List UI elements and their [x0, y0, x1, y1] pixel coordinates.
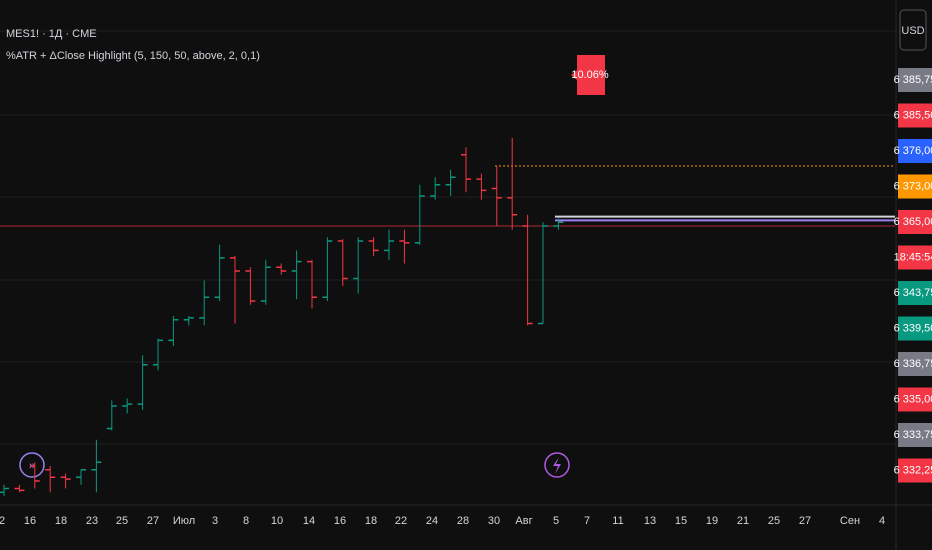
time-label: 28 [457, 515, 469, 527]
price-label-bg [898, 458, 932, 483]
price-label: 6 385,75 [894, 74, 932, 86]
time-label: Авг [515, 515, 532, 527]
time-label: Июл [173, 515, 195, 527]
time-label: 18 [365, 515, 377, 527]
currency-button[interactable] [899, 9, 927, 51]
time-label: 18 [55, 515, 67, 527]
time-label: 22 [395, 515, 407, 527]
price-label-bg [898, 245, 932, 270]
price-label: 6 339,50 [894, 322, 932, 334]
price-label-bg [898, 174, 932, 199]
time-label: 5 [553, 515, 559, 527]
time-label: 19 [706, 515, 718, 527]
time-label: 8 [243, 515, 249, 527]
time-label: 11 [612, 515, 623, 527]
time-label: 27 [147, 515, 159, 527]
time-label: 7 [584, 515, 590, 527]
time-label: 13 [644, 515, 656, 527]
price-label-bg [898, 210, 932, 234]
price-label-bg [898, 352, 932, 376]
badge: 10.06% [571, 69, 609, 81]
price-label: 6 332,25 [894, 464, 932, 476]
time-label: 27 [799, 515, 811, 527]
time-label: Сен [840, 515, 860, 527]
price-label: 6 365,00 [894, 216, 932, 228]
time-label: 30 [488, 515, 500, 527]
price-label: 6 336,75 [894, 358, 932, 370]
price-label: 6 385,50 [894, 109, 932, 121]
price-label-bg [898, 316, 932, 341]
price-label-bg [898, 281, 932, 305]
time-label: 10 [271, 515, 283, 527]
price-label: 6 373,00 [894, 180, 932, 192]
price-label-bg [898, 387, 932, 412]
price-label: 6 343,75 [894, 287, 932, 299]
time-label: 25 [116, 515, 128, 527]
time-label: 24 [426, 515, 438, 527]
price-label: 6 376,00 [894, 145, 932, 157]
indicator-title: %ATR + ΔClose Highlight (5, 150, 50, abo… [6, 50, 260, 62]
time-label: 3 [212, 515, 218, 527]
price-label-bg [898, 139, 932, 163]
price-label-bg [898, 423, 932, 447]
time-label: 25 [768, 515, 780, 527]
price-label-bg [898, 103, 932, 128]
time-label: 15 [675, 515, 687, 527]
price-label: 6 333,75 [894, 429, 932, 441]
currency[interactable]: USD [901, 25, 924, 37]
price-label: 18:45:54 [894, 251, 932, 263]
time-label: 23 [86, 515, 98, 527]
icon-event[interactable] [544, 452, 570, 478]
price-label: 6 335,00 [894, 393, 932, 405]
time-label: 16 [24, 515, 36, 527]
badge-bg [571, 55, 605, 95]
time-label: 16 [334, 515, 346, 527]
time-label: 4 [879, 515, 885, 527]
time-label: 14 [303, 515, 315, 527]
symbol-title: MES1! · 1Д · CME [6, 28, 97, 40]
time-label: 2 [0, 515, 5, 527]
price-label-bg [898, 68, 932, 92]
time-label: 21 [737, 515, 749, 527]
grid [0, 30, 895, 445]
